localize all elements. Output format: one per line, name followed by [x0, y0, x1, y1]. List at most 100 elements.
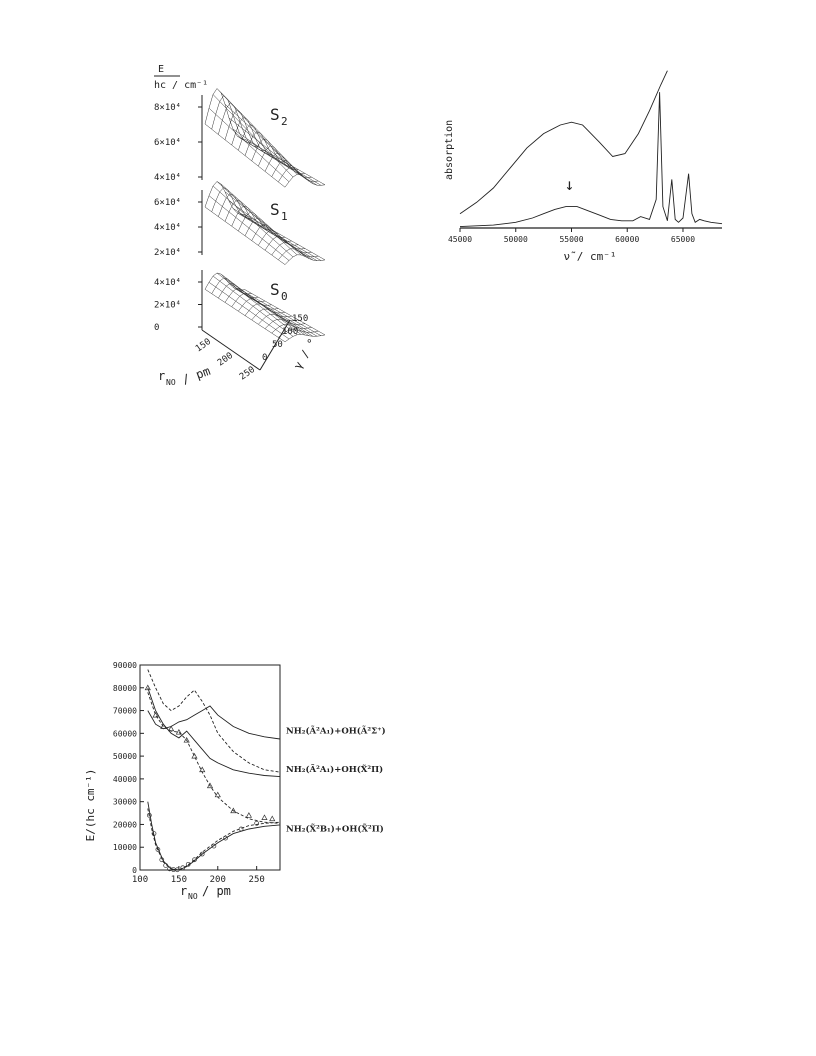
surface-grid-line — [244, 289, 326, 336]
surface-grid-line — [240, 214, 322, 261]
absorption-plot: 45000 50000 55000 60000 65000 ν̃ / cm⁻¹ absorp… — [444, 70, 723, 263]
triangle-marker — [175, 728, 182, 735]
z-axis-label-bottom: hc / cm⁻¹ — [154, 80, 208, 91]
circle-marker — [174, 867, 180, 873]
circle-marker — [199, 851, 205, 857]
panel-z-tick-label: 8×10⁴ — [154, 103, 181, 113]
curve-label-1: NH₂(Ã²A₁)+OH(X̃²Π) — [286, 763, 383, 775]
circle-marker — [155, 847, 161, 852]
y-tick-label: 90000 — [113, 661, 137, 670]
x-tick-label: 55000 — [559, 235, 583, 244]
surface-grid-line — [204, 123, 286, 188]
z-axis-label-top: E — [158, 64, 164, 75]
panel-state-label: S — [270, 200, 280, 219]
x-tick-label: 250 — [249, 875, 265, 885]
x-tick-label: 200 — [216, 351, 235, 369]
surface-grid-line — [240, 138, 322, 186]
x-axis-label-subscript: NO — [166, 378, 176, 387]
circle-marker — [254, 820, 260, 826]
y-tick-label: 40000 — [113, 775, 137, 784]
surface-grid-line — [216, 88, 298, 175]
circle-marker — [159, 857, 165, 863]
panel-state-label: S — [270, 105, 280, 124]
panel-z-tick-label: 4×10⁴ — [154, 173, 181, 183]
y-tick-label: 0 — [132, 866, 137, 875]
y-tick-label: 30000 — [113, 798, 137, 807]
spectrum-series-0 — [459, 70, 668, 215]
x-tick-label: 45000 — [448, 235, 472, 244]
x-axis-label: r — [180, 884, 187, 898]
triangle-marker — [245, 812, 252, 818]
x-tick-label: 150 — [194, 337, 213, 355]
surface-panel-1: 6×10⁴ 4×10⁴ 2×10⁴ S 1 — [154, 181, 326, 265]
panel-state-label: S — [270, 280, 280, 299]
surface-grid-line — [232, 128, 314, 185]
triangle-marker — [191, 752, 198, 759]
surface-grid-line — [216, 181, 298, 255]
surface-grid-line — [204, 206, 286, 265]
x-axis-line — [201, 329, 261, 371]
surface-grid-line — [236, 212, 318, 261]
surface-grid-line — [231, 293, 272, 307]
y-tick-label: 70000 — [113, 707, 137, 716]
y-tick-label: 0 — [262, 353, 267, 363]
y-axis-label: γ / ° — [291, 336, 319, 371]
curve-series-3 — [147, 692, 281, 824]
circle-marker — [180, 865, 186, 871]
panel-z-tick-label: 6×10⁴ — [154, 198, 181, 208]
surface-grid-line — [212, 275, 294, 337]
x-tick-label: 100 — [132, 875, 148, 885]
panel-z-tick-label: 2×10⁴ — [154, 301, 181, 311]
triangle-marker — [261, 814, 268, 820]
triangle-marker — [199, 766, 206, 773]
panel-state-subscript: 2 — [281, 115, 288, 128]
triangle-marker — [168, 725, 175, 732]
x-tick-label: 150 — [171, 875, 187, 885]
y-tick-label: 150 — [292, 314, 308, 324]
spectrum-series-1 — [459, 92, 723, 228]
surface-grid-line — [236, 289, 318, 337]
curve-series-2 — [147, 669, 281, 773]
y-axis-label: absorption — [444, 120, 455, 180]
y-tick-label: 20000 — [113, 820, 137, 829]
y-tick-label: 100 — [282, 327, 298, 337]
surface-grid-line — [244, 139, 326, 186]
triangle-marker — [152, 711, 159, 718]
potential-curves-plot: 0 10000 20000 30000 40000 50000 60000 70000 8000… — [84, 661, 386, 901]
x-tick-label: 250 — [238, 365, 257, 383]
y-tick-label: 60000 — [113, 729, 137, 738]
y-tick-label: 50000 — [113, 752, 137, 761]
y-tick-label: 50 — [272, 340, 283, 350]
x-axis-label: r — [158, 369, 165, 383]
curve-series-1 — [147, 687, 281, 778]
surface-grid-line — [240, 289, 322, 336]
triangle-marker — [269, 815, 276, 822]
curve-series-0 — [147, 705, 281, 740]
curve-label-0: NH₂(Ã²A₁)+OH(Ã²Σ⁺) — [286, 724, 386, 736]
circle-marker — [223, 835, 228, 841]
triangle-marker — [206, 782, 214, 789]
x-axis-label-subscript: NO — [188, 892, 198, 901]
circle-marker — [211, 843, 217, 849]
plot-frame — [139, 664, 281, 871]
circle-marker — [185, 861, 191, 867]
y-tick-label: 10000 — [113, 843, 137, 852]
surface-grid-line — [204, 289, 286, 343]
surface-grid-line — [224, 104, 306, 178]
surface-panel-0: 8×10⁴ 6×10⁴ 4×10⁴ S 2 — [154, 88, 326, 188]
x-axis-label-unit: / pm — [202, 884, 231, 898]
x-axis-label: ν̃ / cm⁻¹ — [564, 250, 617, 263]
triangle-marker — [214, 791, 221, 798]
potential-curves-figure: 0 10000 20000 30000 40000 50000 60000 70000 8000… — [80, 655, 400, 915]
circle-marker — [163, 863, 169, 868]
circle-marker — [146, 812, 152, 818]
panel-z-tick-label: 4×10⁴ — [154, 223, 181, 233]
triangle-marker — [230, 807, 237, 814]
surface-grid-line — [216, 272, 298, 335]
curve-series-4 — [147, 801, 281, 871]
x-tick-label: 65000 — [671, 235, 695, 244]
curve-series-5 — [147, 808, 281, 871]
x-tick-label: 60000 — [615, 235, 639, 244]
absorption-figure: 45000 50000 55000 60000 65000 ν̃ / cm⁻¹ absorp… — [440, 70, 730, 270]
surface-grid-line — [220, 92, 302, 176]
